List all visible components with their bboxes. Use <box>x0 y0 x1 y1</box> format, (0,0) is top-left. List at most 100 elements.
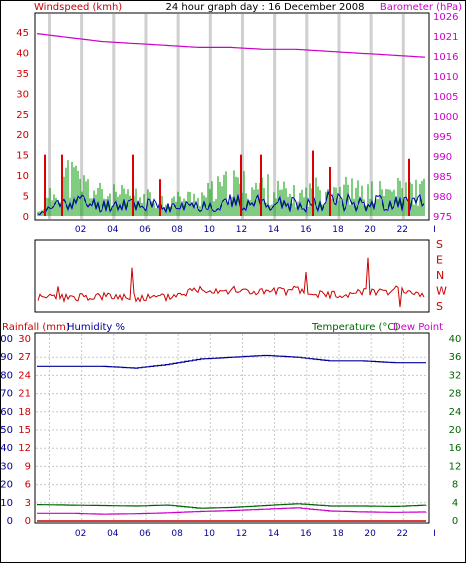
windspeed-tick-label: 45 <box>16 28 29 39</box>
x-tick-label: 12 <box>236 529 247 539</box>
windspeed-tick-label: 30 <box>16 89 29 100</box>
panel1-grid-line <box>305 14 309 219</box>
barometer-tick-label: 1010 <box>433 72 458 83</box>
panel1-grid-line <box>240 14 244 219</box>
windspeed-tick-label: 35 <box>16 69 29 80</box>
barometer-tick-label: 980 <box>433 192 452 203</box>
windspeed-tick-label: 0 <box>23 212 29 223</box>
humidity-tick-label: 90 <box>0 352 13 363</box>
humidity-tick-label: 40 <box>0 443 13 454</box>
dewpoint-line <box>37 507 427 515</box>
rainfall-tick-label: 12 <box>18 443 31 454</box>
panel1-grid-line <box>144 14 148 219</box>
temperature-tick-label: 4 <box>452 498 458 509</box>
x-tick-label: 04 <box>107 529 119 539</box>
panel1-grid-line <box>337 14 341 219</box>
panel1-grid-line <box>47 14 51 219</box>
temperature-axis-label: Temperature (°C) <box>311 322 398 333</box>
barometer-tick-label: 1026 <box>433 12 458 23</box>
panel1-grid-line <box>401 14 405 219</box>
x-tick-label: 20 <box>364 529 376 539</box>
rainfall-tick-label: 9 <box>25 461 31 472</box>
humidity-tick-label: 60 <box>0 407 13 418</box>
x-tick-label: 10 <box>204 225 216 235</box>
temperature-tick-label: 36 <box>449 352 462 363</box>
panel1-grid-line <box>176 14 180 219</box>
x-tick-label: 06 <box>139 529 151 539</box>
barometer-tick-label: 1021 <box>433 32 458 43</box>
humidity-tick-label: 0 <box>7 516 13 527</box>
temperature-line <box>37 503 427 509</box>
rainfall-tick-label: 30 <box>18 334 31 345</box>
humidity-tick-label: 100 <box>0 334 13 345</box>
barometer-tick-label: 1016 <box>433 52 458 63</box>
panel3-plot-area <box>34 332 430 524</box>
x-tick-label: I <box>433 529 436 539</box>
x-tick-label: 06 <box>139 225 151 235</box>
x-tick-label: 22 <box>397 225 408 235</box>
windspeed-tick-label: 15 <box>16 151 29 162</box>
rainfall-tick-label: 27 <box>18 352 31 363</box>
rainfall-axis-label: Rainfall (mm) <box>2 322 70 333</box>
x-tick-label: 14 <box>268 529 280 539</box>
humidity-tick-label: 10 <box>0 498 13 509</box>
windspeed-tick-label: 10 <box>16 171 29 182</box>
panel1-grid-line <box>112 14 116 219</box>
temperature-tick-label: 20 <box>449 425 462 436</box>
windspeed-tick-label: 40 <box>16 48 29 59</box>
x-tick-label: 12 <box>236 225 247 235</box>
temperature-tick-label: 32 <box>449 370 462 381</box>
x-tick-label: 08 <box>171 225 183 235</box>
x-tick-label: 20 <box>364 225 376 235</box>
panel1-grid-line <box>369 14 373 219</box>
temperature-tick-label: 28 <box>449 389 462 400</box>
temperature-tick-label: 12 <box>449 461 462 472</box>
temperature-tick-label: 24 <box>449 407 462 418</box>
humidity-line <box>37 354 426 369</box>
rainfall-tick-label: 18 <box>18 407 31 418</box>
panel1-grid-line <box>273 14 277 219</box>
rainfall-tick-label: 6 <box>25 480 31 491</box>
chart-title: 24 hour graph day : 16 December 2008 <box>166 2 365 13</box>
barometer-tick-label: 990 <box>433 152 452 163</box>
panel1-grid-line <box>80 14 84 219</box>
rainfall-tick-label: 15 <box>18 425 31 436</box>
barometer-line <box>36 33 426 58</box>
humidity-tick-label: 20 <box>0 480 13 491</box>
barometer-axis-label: Barometer (hPa) <box>380 2 462 13</box>
humidity-tick-label: 30 <box>0 461 13 472</box>
temperature-tick-label: 8 <box>452 480 458 491</box>
x-tick-label: 16 <box>300 529 312 539</box>
panel1-grid-line <box>208 14 212 219</box>
windspeed-average-line <box>37 189 425 216</box>
direction-tick-label: N <box>436 269 444 282</box>
panel2-plot-area <box>34 239 430 313</box>
direction-tick-label: E <box>436 254 443 267</box>
x-tick-label: 04 <box>107 225 119 235</box>
direction-tick-label: W <box>436 285 447 298</box>
humidity-tick-label: 80 <box>0 370 13 381</box>
x-tick-label: 16 <box>300 225 312 235</box>
barometer-tick-label: 1005 <box>433 92 458 103</box>
rainfall-tick-label: 3 <box>25 498 31 509</box>
barometer-tick-label: 975 <box>433 212 452 223</box>
temperature-tick-label: 16 <box>449 443 462 454</box>
direction-tick-label: S <box>436 238 443 251</box>
rainfall-tick-label: 24 <box>18 370 31 381</box>
x-tick-label: 10 <box>204 529 216 539</box>
x-tick-label: 14 <box>268 225 280 235</box>
humidity-axis-label: Humidity % <box>67 322 125 333</box>
x-tick-label: 18 <box>332 225 344 235</box>
rainfall-tick-label: 0 <box>25 516 31 527</box>
rainfall-tick-label: 21 <box>18 389 31 400</box>
windspeed-tick-label: 25 <box>16 110 29 121</box>
x-tick-label: 08 <box>171 529 183 539</box>
dewpoint-axis-label: Dew Point <box>393 322 443 333</box>
humidity-tick-label: 50 <box>0 425 13 436</box>
windspeed-axis-label: Windspeed (kmh) <box>34 2 122 13</box>
x-tick-label: 02 <box>75 225 86 235</box>
barometer-tick-label: 995 <box>433 132 452 143</box>
x-tick-label: 22 <box>397 529 408 539</box>
wind-direction-line <box>37 257 425 308</box>
